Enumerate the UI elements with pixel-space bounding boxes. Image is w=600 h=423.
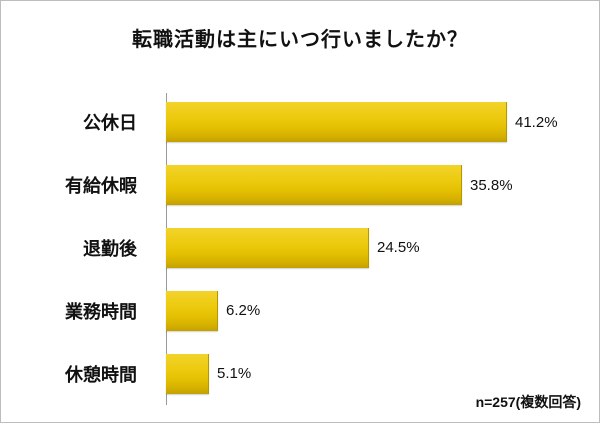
- chart-row: 休憩時間 5.1%: [1, 342, 599, 405]
- value-label: 41.2%: [515, 113, 558, 131]
- chart-row: 退勤後 24.5%: [1, 217, 599, 280]
- chart-plot-area: 公休日 41.2% 有給休暇 35.8% 退勤後 24.5% 業務時間 6.2% 休憩時間 5.1…: [1, 91, 599, 405]
- chart-row: 業務時間 6.2%: [1, 279, 599, 342]
- chart-row: 公休日 41.2%: [1, 91, 599, 154]
- category-label: 公休日: [83, 113, 137, 134]
- chart-row: 有給休暇 35.8%: [1, 154, 599, 217]
- value-label: 6.2%: [226, 302, 261, 320]
- value-label: 35.8%: [470, 176, 513, 194]
- category-label: 休憩時間: [65, 364, 137, 385]
- category-label: 有給休暇: [65, 176, 137, 197]
- bar: [166, 290, 218, 331]
- sample-size-note: n=257(複数回答): [475, 394, 581, 410]
- value-label: 5.1%: [217, 365, 252, 383]
- bar: [166, 353, 209, 394]
- value-label: 24.5%: [377, 239, 420, 257]
- category-label: 退勤後: [83, 238, 137, 259]
- chart-title: 転職活動は主にいつ行いましたか？: [132, 29, 468, 51]
- bar: [166, 227, 369, 268]
- chart-rows: 公休日 41.2% 有給休暇 35.8% 退勤後 24.5% 業務時間 6.2% 休憩時間 5.1…: [1, 91, 599, 405]
- bar: [166, 102, 507, 143]
- category-label: 業務時間: [65, 301, 137, 322]
- bar: [166, 165, 462, 206]
